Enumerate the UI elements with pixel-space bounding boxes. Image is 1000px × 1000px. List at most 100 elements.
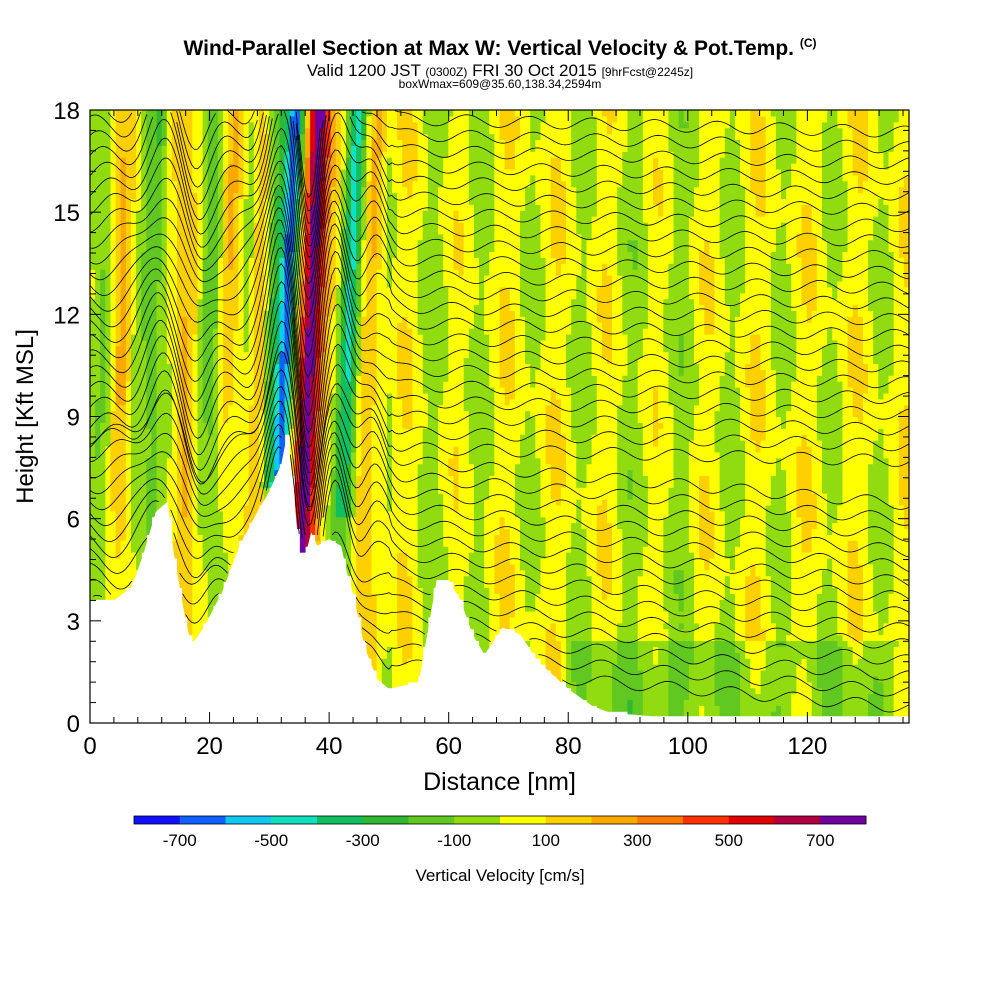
field-cell <box>274 239 280 247</box>
field-cell <box>356 428 362 435</box>
field-cell <box>304 263 311 270</box>
field-cell <box>345 310 352 317</box>
field-cell <box>95 481 101 488</box>
field-cell <box>151 510 158 518</box>
field-cell <box>90 192 96 200</box>
field-cell <box>345 139 352 146</box>
field-cell <box>202 552 209 559</box>
field-cell <box>197 328 204 335</box>
field-cell <box>381 392 388 400</box>
field-cell <box>381 192 388 200</box>
field-cell <box>151 504 158 512</box>
field-cell <box>177 157 183 164</box>
field-cell <box>110 363 117 370</box>
field-cell <box>325 216 332 223</box>
field-cell <box>156 316 163 323</box>
field-cell <box>243 157 250 164</box>
field-cell <box>223 110 229 117</box>
field-cell <box>228 145 234 152</box>
field-cell <box>397 445 403 453</box>
field-cell <box>202 504 209 512</box>
field-cell <box>105 487 112 494</box>
field-cell <box>356 157 362 164</box>
field-cell <box>100 286 106 294</box>
field-cell <box>115 522 122 530</box>
field-cell <box>228 257 234 264</box>
field-cell <box>371 381 378 388</box>
field-cell <box>192 451 199 459</box>
field-cell <box>177 139 183 146</box>
field-cell <box>105 493 112 500</box>
field-cell <box>407 457 414 465</box>
field-cell <box>90 369 96 376</box>
field-cell <box>402 210 408 217</box>
field-cell <box>90 387 96 394</box>
field-cell <box>304 381 311 388</box>
field-cell <box>100 275 106 282</box>
field-cell <box>207 339 214 347</box>
field-cell <box>177 127 183 135</box>
field-cell <box>110 434 117 441</box>
field-cell <box>386 457 393 465</box>
field-cell <box>376 434 383 441</box>
field-cell <box>330 363 337 370</box>
field-cell <box>202 381 209 388</box>
field-cell <box>136 440 142 447</box>
field-cell <box>243 269 250 276</box>
field-cell <box>197 392 204 400</box>
field-cell <box>166 280 173 288</box>
field-cell <box>402 510 408 518</box>
field-cell <box>141 451 147 459</box>
field-cell <box>402 664 408 671</box>
field-cell <box>212 292 219 300</box>
field-cell <box>325 434 332 441</box>
field-cell <box>141 198 147 205</box>
field-cell <box>105 404 112 412</box>
field-cell <box>361 216 368 223</box>
field-cell <box>376 646 383 653</box>
field-cell <box>289 322 296 329</box>
field-cell <box>115 275 122 282</box>
field-cell <box>279 434 286 441</box>
field-cell <box>356 339 362 347</box>
field-cell <box>217 357 224 365</box>
field-cell <box>182 322 188 329</box>
field-cell <box>248 115 255 123</box>
field-cell <box>248 434 255 441</box>
field-cell <box>110 440 117 447</box>
field-cell <box>397 292 403 300</box>
field-cell <box>192 475 199 482</box>
field-cell <box>366 369 373 376</box>
field-cell <box>136 333 142 341</box>
field-cell <box>212 239 219 247</box>
field-cell <box>197 534 204 541</box>
field-cell <box>299 121 306 129</box>
field-cell <box>402 345 408 353</box>
field-cell <box>95 392 101 400</box>
field-cell <box>202 369 209 376</box>
field-cell <box>351 186 357 194</box>
field-cell <box>376 339 383 347</box>
field-cell <box>386 646 393 653</box>
field-cell <box>330 481 337 488</box>
field-cell <box>125 322 132 329</box>
field-cell <box>238 457 245 465</box>
field-cell <box>397 322 403 329</box>
field-cell <box>243 345 250 353</box>
field-cell <box>177 328 183 335</box>
field-cell <box>187 375 193 382</box>
field-cell <box>320 139 327 146</box>
field-cell <box>125 280 132 288</box>
field-cell <box>392 280 398 288</box>
field-cell <box>340 416 347 423</box>
field-cell <box>233 298 240 306</box>
field-cell <box>264 445 270 453</box>
field-cell <box>95 251 101 258</box>
field-cell <box>105 145 112 152</box>
field-cell <box>141 339 147 347</box>
field-cell <box>371 257 378 264</box>
field-cell <box>177 333 183 341</box>
field-cell <box>376 475 383 482</box>
field-cell <box>130 139 137 146</box>
field-cell <box>304 221 311 229</box>
